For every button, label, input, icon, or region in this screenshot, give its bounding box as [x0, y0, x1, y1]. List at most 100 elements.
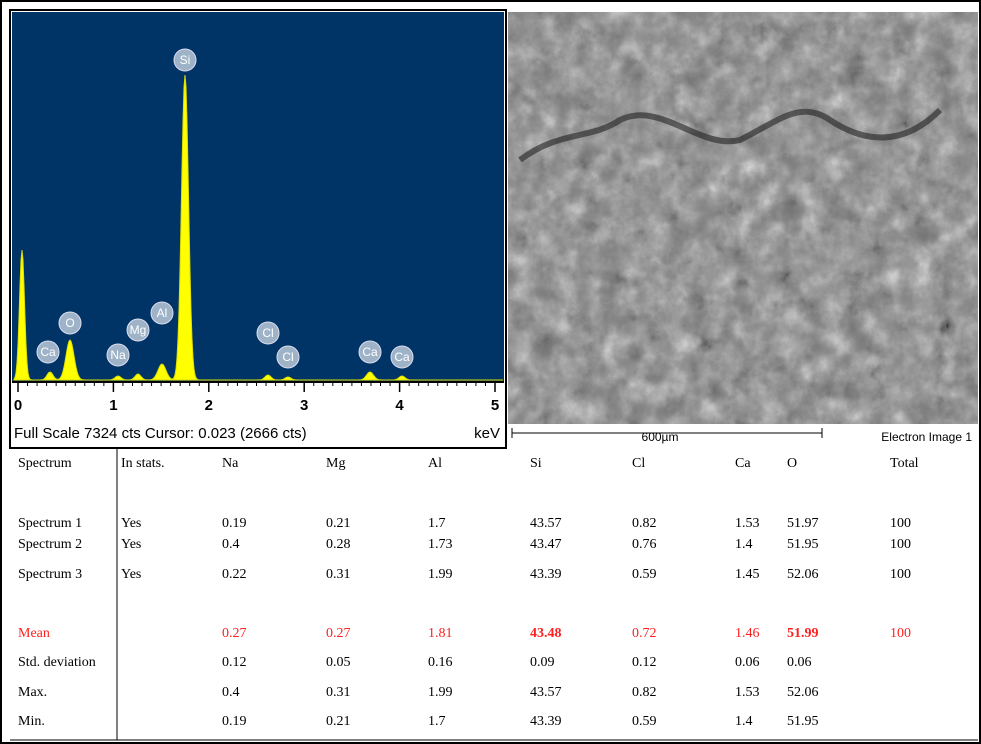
peak-label: Cl [262, 326, 273, 340]
table-cell: 1.73 [428, 537, 453, 552]
peak-label: Ca [362, 345, 378, 359]
peak-badge [150, 301, 174, 325]
table-cell: 43.39 [530, 567, 562, 582]
peak-badge [276, 345, 300, 369]
peak-badge [358, 340, 382, 364]
table-cell: 1.99 [428, 685, 453, 700]
table-header: Spectrum [18, 456, 72, 471]
table-cell: 100 [890, 567, 911, 582]
table-cell: 0.27 [222, 626, 247, 641]
peak-label: Mg [130, 323, 147, 337]
unit: keV [474, 425, 500, 442]
x-tick-label: 1 [109, 397, 117, 414]
table-header: In stats. [121, 456, 165, 471]
table-cell: Max. [18, 685, 47, 700]
table-cell: 43.57 [530, 685, 562, 700]
table-header: Si [530, 456, 542, 471]
peak-label: Na [110, 348, 126, 362]
table-cell: 0.82 [632, 516, 657, 531]
peak-badge [173, 48, 197, 72]
peak-badge [256, 321, 280, 345]
table-cell: 0.59 [632, 714, 657, 729]
table-cell: 0.09 [530, 655, 555, 670]
table-cell: 51.99 [787, 626, 819, 641]
x-tick-label: 0 [14, 397, 22, 414]
table-header: Al [428, 456, 442, 471]
table-cell: 51.95 [787, 537, 819, 552]
table-cell: 1.7 [428, 714, 446, 729]
table-cell: 0.31 [326, 567, 351, 582]
table-cell: 0.72 [632, 626, 657, 641]
table-header: Mg [326, 456, 345, 471]
x-tick-label: 4 [395, 397, 404, 414]
table-cell: 52.06 [787, 685, 819, 700]
peak-badge [58, 311, 82, 335]
table-cell: Spectrum 2 [18, 537, 82, 552]
table-cell: Yes [121, 537, 141, 552]
peak-badge [126, 318, 150, 342]
crack [518, 107, 943, 163]
table-cell: 1.4 [735, 714, 753, 729]
table-cell: 0.19 [222, 714, 247, 729]
peak-label: O [65, 316, 74, 330]
table-cell: 0.76 [632, 537, 657, 552]
table-cell: 43.57 [530, 516, 562, 531]
table-cell: 0.19 [222, 516, 247, 531]
scale-bar [511, 428, 823, 438]
table-cell: 100 [890, 516, 911, 531]
table-cell: 0.28 [326, 537, 351, 552]
table-cell: 43.39 [530, 714, 562, 729]
table-cell: 0.22 [222, 567, 247, 582]
table-cell: 1.45 [735, 567, 760, 582]
spectrum-footer: Full Scale 7324 cts Cursor: 0.023 (2666 … [14, 425, 307, 442]
peak-badge [106, 343, 130, 367]
table-cell: 51.97 [787, 516, 819, 531]
peak-label: Ca [40, 345, 56, 359]
table-cell: Std. deviation [18, 655, 96, 670]
table-cell: 0.05 [326, 655, 351, 670]
table-cell: 0.06 [735, 655, 760, 670]
table-header: Ca [735, 456, 751, 471]
table-header: O [787, 456, 797, 471]
image-caption: Electron Image 1 [881, 430, 972, 444]
table-cell: 1.99 [428, 567, 453, 582]
table-cell: Spectrum 1 [18, 516, 82, 531]
table-cell: 0.59 [632, 567, 657, 582]
table-cell: Yes [121, 567, 141, 582]
x-tick-label: 5 [491, 397, 499, 414]
table-cell: 0.4 [222, 685, 240, 700]
table-cell: 1.7 [428, 516, 446, 531]
peak-label: Al [157, 306, 168, 320]
spectrum-plot [12, 12, 504, 382]
table-cell: 51.95 [787, 714, 819, 729]
spectrum-curve [13, 74, 503, 381]
table-cell: 0.31 [326, 685, 351, 700]
table-cell: 0.16 [428, 655, 453, 670]
table-cell: 0.4 [222, 537, 240, 552]
peak-badge [390, 345, 414, 369]
peak-label: Si [180, 53, 191, 67]
table-cell: 0.12 [632, 655, 657, 670]
table-cell: 0.21 [326, 714, 351, 729]
table-cell: 0.12 [222, 655, 247, 670]
table-cell: 0.82 [632, 685, 657, 700]
table-cell: Yes [121, 516, 141, 531]
table-cell: 0.27 [326, 626, 351, 641]
peak-label: Cl [282, 350, 293, 364]
peak-label: Ca [394, 350, 410, 364]
table-cell: 1.81 [428, 626, 453, 641]
table-cell: 1.53 [735, 685, 760, 700]
table-cell: 0.21 [326, 516, 351, 531]
table-cell: Spectrum 3 [18, 567, 82, 582]
peak-badge [36, 340, 60, 364]
table-cell: Mean [18, 626, 50, 641]
scale-label: 600µm [642, 430, 679, 444]
table-header: Total [890, 456, 919, 471]
table-cell: 52.06 [787, 567, 819, 582]
table-cell: 1.4 [735, 537, 753, 552]
sem-image [508, 12, 978, 424]
x-tick-label: 3 [300, 397, 308, 414]
table-cell: 1.46 [735, 626, 760, 641]
table-header: Na [222, 456, 239, 471]
